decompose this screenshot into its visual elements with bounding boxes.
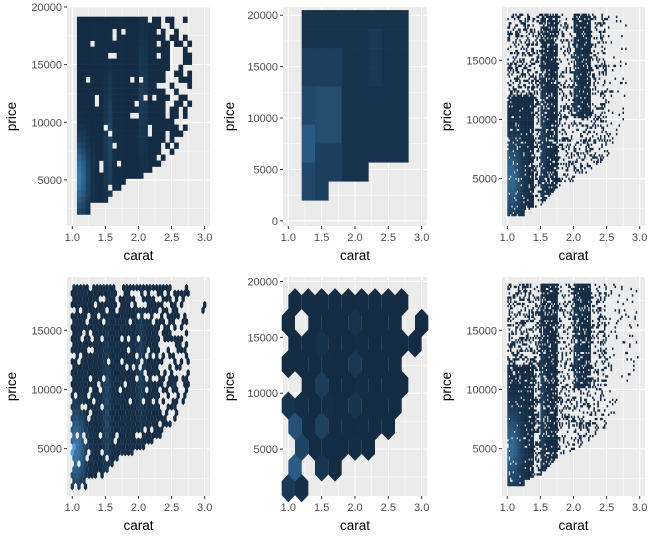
y-tick-label: 15000 (247, 62, 278, 74)
x-tick-label: 2.5 (599, 502, 614, 514)
x-tick-label: 1.0 (65, 232, 80, 244)
x-axis-title: carat (558, 518, 588, 533)
y-axis-title: price (222, 102, 237, 131)
data-layer (507, 13, 627, 217)
x-tick-label: 3.0 (414, 502, 429, 514)
x-tick-label: 3.0 (197, 232, 212, 244)
y-tick-label: 20000 (31, 2, 62, 14)
axes: 1.0 1.5 2.0 2.5 3.0 5000 10000 15000 carat price (439, 325, 647, 533)
y-tick-label: 10000 (247, 388, 278, 400)
y-tick-label: 15000 (247, 332, 278, 344)
y-tick-label: 10000 (247, 113, 278, 125)
y-tick-label: 5000 (473, 174, 497, 186)
x-tick-label: 1.5 (314, 502, 329, 514)
y-tick-label: 5000 (473, 444, 497, 456)
x-tick-label: 2.0 (347, 502, 362, 514)
x-tick-label: 1.5 (533, 502, 548, 514)
axes: 1.0 1.5 2.0 2.5 3.0 5000 10000 15000 20000 carat p… (222, 276, 429, 533)
x-axis-title: carat (340, 518, 370, 533)
x-tick-label: 3.0 (632, 232, 647, 244)
y-axis-title: price (222, 372, 237, 401)
x-axis-title: carat (558, 248, 588, 263)
y-tick-label: 15000 (31, 325, 62, 337)
y-tick-label: 5000 (254, 444, 278, 456)
axes: 1.0 1.5 2.0 2.5 3.0 5000 10000 15000 carat price (439, 55, 647, 263)
y-tick-label: 15000 (466, 55, 497, 67)
x-tick-label: 2.5 (164, 232, 179, 244)
y-axis-title: price (4, 372, 19, 401)
x-tick-label: 3.0 (414, 232, 429, 244)
panel-bottom-middle: 1.0 1.5 2.0 2.5 3.0 5000 10000 15000 20000 carat p… (222, 276, 429, 533)
y-tick-label: 10000 (466, 114, 497, 126)
y-tick-label: 15000 (31, 60, 62, 72)
x-tick-label: 1.0 (281, 232, 296, 244)
panel-top-left: 1.0 1.5 2.0 2.5 3.0 5000 10000 15000 20000 carat p… (4, 2, 212, 263)
data-layer (301, 10, 409, 201)
x-tick-label: 1.5 (98, 232, 113, 244)
x-tick-label: 1.0 (500, 502, 515, 514)
y-axis-title: price (439, 372, 454, 401)
x-tick-label: 2.5 (381, 502, 396, 514)
panel-top-right: 1.0 1.5 2.0 2.5 3.0 5000 10000 15000 carat price (439, 7, 647, 263)
y-tick-label: 5000 (38, 175, 62, 187)
y-axis-title: price (439, 102, 454, 131)
axes: 1.0 1.5 2.0 2.5 3.0 5000 10000 15000 20000 carat p… (4, 2, 212, 263)
y-tick-label: 10000 (31, 117, 62, 129)
x-tick-label: 1.0 (65, 502, 80, 514)
y-tick-label: 0 (272, 216, 278, 228)
x-tick-label: 2.0 (347, 232, 362, 244)
y-tick-label: 20000 (247, 276, 278, 288)
data-layer (507, 283, 639, 487)
x-tick-label: 2.0 (566, 232, 581, 244)
panel-bottom-right: 1.0 1.5 2.0 2.5 3.0 5000 10000 15000 carat price (439, 277, 647, 533)
axes: 1.0 1.5 2.0 2.5 3.0 0 5000 10000 15000 20000 carat… (222, 10, 429, 263)
x-tick-label: 2.5 (164, 502, 179, 514)
x-axis-title: carat (123, 248, 153, 263)
x-tick-label: 2.0 (131, 502, 146, 514)
y-axis-title: price (4, 102, 19, 131)
x-tick-label: 1.0 (500, 232, 515, 244)
x-tick-label: 2.5 (599, 232, 614, 244)
axes: 1.0 1.5 2.0 2.5 3.0 5000 10000 15000 carat price (4, 325, 212, 533)
x-tick-label: 3.0 (197, 502, 212, 514)
x-tick-label: 2.0 (566, 502, 581, 514)
data-layer (281, 288, 429, 503)
x-axis-title: carat (340, 248, 370, 263)
y-tick-label: 5000 (38, 444, 62, 456)
x-tick-label: 2.5 (381, 232, 396, 244)
y-tick-label: 15000 (466, 325, 497, 337)
y-tick-label: 10000 (31, 384, 62, 396)
data-layer (76, 16, 193, 215)
x-tick-label: 1.5 (98, 502, 113, 514)
x-tick-label: 1.5 (314, 232, 329, 244)
y-tick-label: 20000 (247, 10, 278, 22)
data-layer (70, 283, 207, 491)
panel-top-middle: 1.0 1.5 2.0 2.5 3.0 0 5000 10000 15000 20000 carat… (222, 7, 429, 263)
y-tick-label: 10000 (466, 384, 497, 396)
x-tick-label: 2.0 (131, 232, 146, 244)
x-axis-title: carat (123, 518, 153, 533)
x-tick-label: 1.5 (533, 232, 548, 244)
y-tick-label: 5000 (254, 164, 278, 176)
panel-bottom-left: 1.0 1.5 2.0 2.5 3.0 5000 10000 15000 carat price (4, 277, 212, 533)
x-tick-label: 1.0 (281, 502, 296, 514)
x-tick-label: 3.0 (632, 502, 647, 514)
